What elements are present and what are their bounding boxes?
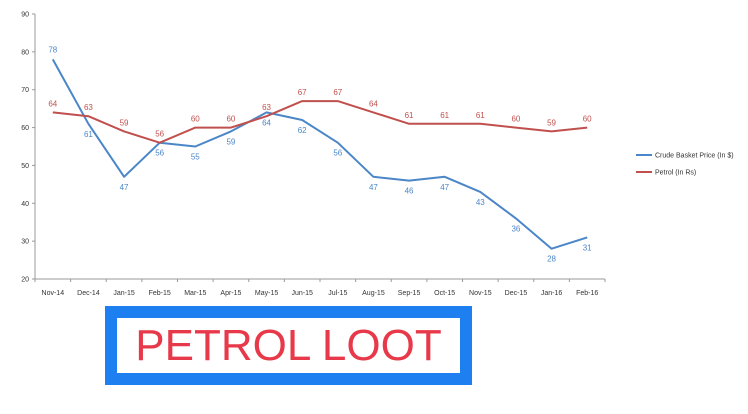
x-tick-label: Jun-15 (291, 290, 313, 297)
y-tick-label: 50 (21, 163, 29, 170)
y-axis-ticks: 20 30 40 50 60 70 80 90 (21, 12, 35, 284)
petrol-data-label: 61 (405, 111, 414, 120)
petrol-data-label: 59 (547, 118, 556, 127)
series-line-crude (51, 58, 588, 250)
crude-data-label: 47 (120, 183, 129, 192)
x-tick-label: Jul-15 (328, 290, 347, 297)
crude-data-label: 78 (48, 45, 57, 54)
x-tick-label: Nov-15 (469, 290, 492, 297)
y-tick-label: 20 (21, 277, 29, 284)
chart-legend: Crude Basket Price (In $) Petrol (In Rs) (636, 153, 734, 177)
y-tick-label: 70 (21, 87, 29, 94)
petrol-data-label: 67 (298, 88, 307, 97)
petrol-loot-banner: PETROL LOOT (105, 306, 472, 385)
crude-data-label: 56 (333, 149, 342, 158)
petrol-data-label: 61 (440, 111, 449, 120)
petrol-data-label: 67 (333, 88, 342, 97)
crude-data-label: 64 (262, 118, 271, 127)
petrol-data-label: 59 (120, 118, 129, 127)
petrol-data-label: 60 (511, 115, 520, 124)
petrol-data-label: 61 (476, 111, 485, 120)
crude-data-label: 59 (226, 137, 235, 146)
line-chart: 20 30 40 50 60 70 80 90 Nov-14 Dec-14 Jan-15 Feb-1… (21, 12, 734, 298)
petrol-data-label: 63 (84, 103, 93, 112)
petrol-data-label: 64 (369, 99, 378, 108)
crude-data-label: 61 (84, 130, 93, 139)
x-tick-label: Dec-14 (77, 290, 100, 297)
x-axis-ticks: Nov-14 Dec-14 Jan-15 Feb-15 Mar-15 Apr-15 May-… (34, 279, 606, 297)
y-tick-label: 40 (21, 201, 29, 208)
chart-axes (34, 14, 605, 280)
x-tick-label: Oct-15 (434, 290, 455, 297)
x-tick-label: Aug-15 (362, 290, 385, 297)
crude-data-label: 28 (547, 255, 556, 264)
x-tick-label: Jan-15 (113, 290, 135, 297)
legend-label: Crude Basket Price (In $) (655, 153, 734, 160)
legend-label: Petrol (In Rs) (655, 170, 696, 177)
x-tick-label: Apr-15 (220, 290, 241, 297)
petrol-data-label: 64 (48, 99, 57, 108)
x-tick-label: Sep-15 (398, 290, 421, 297)
crude-data-label: 31 (583, 243, 592, 252)
crude-data-label: 47 (369, 183, 378, 192)
y-tick-label: 90 (21, 12, 29, 19)
x-tick-label: Feb-16 (576, 290, 598, 297)
series-lines (51, 58, 588, 250)
crude-data-label: 55 (191, 153, 200, 162)
y-tick-label: 80 (21, 49, 29, 56)
x-tick-label: Nov-14 (42, 290, 65, 297)
x-tick-label: Mar-15 (184, 290, 206, 297)
crude-data-label: 56 (155, 149, 164, 158)
petrol-data-label: 60 (583, 115, 592, 124)
petrol-data-label: 60 (191, 115, 200, 124)
data-labels: 78 61 47 56 55 59 64 62 56 47 46 47 43 36 28 31 64 63 59 56… (48, 45, 592, 263)
petrol-data-label: 56 (155, 130, 164, 139)
y-tick-label: 30 (21, 239, 29, 246)
petrol-data-label: 60 (226, 115, 235, 124)
x-tick-label: Jan-16 (541, 290, 563, 297)
banner-text: PETROL LOOT (135, 320, 442, 370)
x-tick-label: May-15 (255, 290, 278, 297)
petrol-data-label: 63 (262, 103, 271, 112)
x-tick-label: Feb-15 (149, 290, 171, 297)
series-line-petrol (52, 100, 588, 144)
y-tick-label: 60 (21, 125, 29, 132)
crude-data-label: 46 (405, 187, 414, 196)
x-tick-label: Dec-15 (505, 290, 528, 297)
crude-data-label: 62 (298, 126, 307, 135)
crude-data-label: 36 (511, 224, 520, 233)
crude-data-label: 43 (476, 198, 485, 207)
crude-data-label: 47 (440, 183, 449, 192)
